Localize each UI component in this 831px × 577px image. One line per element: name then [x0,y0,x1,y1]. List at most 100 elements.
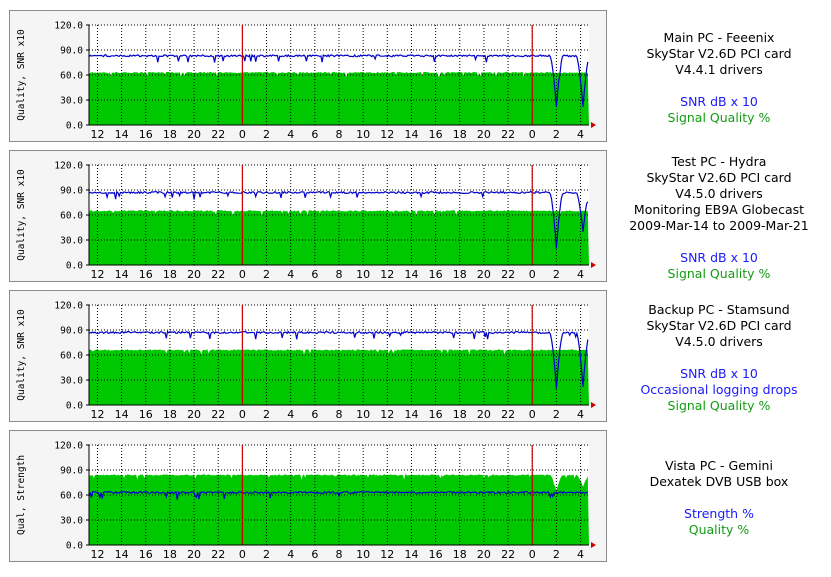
x-tick-label: 14 [404,548,418,561]
y-tick-label: 0.0 [66,261,83,272]
x-tick-label: 20 [187,548,201,561]
x-tick-label: 0 [239,548,246,561]
x-tick-label: 4 [287,408,294,421]
x-tick-label: 8 [336,268,343,281]
x-tick-label: 4 [287,268,294,281]
x-tick-label: 18 [163,408,177,421]
x-tick-label: 20 [187,128,201,141]
legend-gap [612,490,826,506]
x-tick-label: 4 [287,548,294,561]
y-tick-label: 120.0 [54,441,83,452]
x-tick-label: 6 [311,268,318,281]
x-tick-label: 0 [529,408,536,421]
y-tick-label: 90.0 [60,466,83,477]
y-tick-label: 30.0 [60,96,83,107]
chart-panel-3: 0.0 30.0 60.0 90.0 120.0 12 14 16 18 20 22 0 2 4 6 8 10 1… [9,290,607,422]
x-tick-label: 20 [477,408,491,421]
x-tick-label: 16 [429,408,443,421]
legend-line: 2009-Mar-14 to 2009-Mar-21 [629,218,809,233]
legend-series-label: SNR dB x 10 [680,250,758,265]
series-line-snr-db-x-10 [88,330,589,389]
x-tick-label: 22 [211,548,225,561]
x-tick-label: 22 [211,268,225,281]
y-tick-label: 0.0 [66,121,83,132]
x-tick-label: 4 [287,128,294,141]
x-tick-label: 0 [239,408,246,421]
chart-panel-2: 0.0 30.0 60.0 90.0 120.0 12 14 16 18 20 22 0 2 4 6 8 10 1… [9,150,607,282]
x-tick-label: 2 [553,128,560,141]
chart-panel-1: 0.0 30.0 60.0 90.0 120.0 12 14 16 18 20 22 0 2 4 6 8 10 1… [9,10,607,142]
y-tick-label: 60.0 [60,491,83,502]
x-tick-label: 22 [211,408,225,421]
x-axis-arrow-icon [591,402,596,408]
x-tick-label: 18 [453,128,467,141]
x-tick-label: 16 [429,548,443,561]
x-tick-label: 2 [553,268,560,281]
series-line-snr-db-x-10 [88,190,589,249]
x-tick-label: 18 [163,548,177,561]
x-tick-label: 2 [263,268,270,281]
legend-gap [612,234,826,250]
y-tick-label: 60.0 [60,351,83,362]
y-tick-label: 60.0 [60,71,83,82]
x-tick-label: 22 [211,128,225,141]
x-tick-label: 2 [553,548,560,561]
x-tick-label: 16 [139,408,153,421]
legend-line: SkyStar V2.6D PCI card [646,170,792,185]
series-line-strength- [88,490,588,500]
y-tick-label: 0.0 [66,541,83,552]
x-tick-label: 16 [139,128,153,141]
x-axis-arrow-icon [591,542,596,548]
legend-series-label: Signal Quality % [667,266,771,281]
y-axis-title: Quality, SNR x10 [16,29,27,121]
x-tick-label: 22 [501,268,515,281]
x-tick-label: 2 [553,408,560,421]
legend-2: Test PC - Hydra SkyStar V2.6D PCI card V4.… [612,154,826,282]
x-tick-label: 14 [115,128,129,141]
x-tick-label: 18 [163,268,177,281]
x-tick-label: 8 [336,408,343,421]
x-tick-label: 0 [239,128,246,141]
legend-series-label: Signal Quality % [667,110,771,125]
y-tick-label: 0.0 [66,401,83,412]
x-tick-label: 22 [501,408,515,421]
legend-line: V4.4.1 drivers [675,62,763,77]
x-tick-label: 4 [577,408,584,421]
legend-line: Monitoring EB9A Globecast [633,202,805,217]
y-tick-label: 60.0 [60,211,83,222]
x-tick-label: 16 [139,548,153,561]
x-axis-arrow-icon [591,262,596,268]
y-tick-label: 30.0 [60,236,83,247]
legend-series-label: SNR dB x 10 [680,366,758,381]
x-tick-label: 20 [477,548,491,561]
x-tick-label: 0 [239,268,246,281]
x-tick-label: 20 [477,268,491,281]
x-tick-label: 22 [501,548,515,561]
chart-panel-4: 0.0 30.0 60.0 90.0 120.0 12 14 16 18 20 22 0 2 4 6 8 10 1… [9,430,607,562]
y-tick-label: 90.0 [60,186,83,197]
legend-series-label: SNR dB x 10 [680,94,758,109]
x-tick-label: 16 [429,128,443,141]
x-tick-label: 4 [577,128,584,141]
series-line-snr-db-x-10 [88,53,589,107]
x-tick-label: 12 [90,128,104,141]
x-tick-label: 12 [380,128,394,141]
x-tick-label: 2 [263,548,270,561]
x-tick-label: 22 [501,128,515,141]
y-tick-label: 120.0 [54,161,83,172]
y-tick-label: 120.0 [54,21,83,32]
y-axis-title: Quality, SNR x10 [16,309,27,401]
y-tick-label: 90.0 [60,46,83,57]
x-tick-label: 20 [187,408,201,421]
legend-series-label: Strength % [684,506,754,521]
y-tick-label: 30.0 [60,376,83,387]
x-tick-label: 12 [380,548,394,561]
legend-line: Main PC - Feeenix [663,30,775,45]
series-area-signal-quality- [89,71,589,125]
x-tick-label: 6 [311,408,318,421]
x-tick-label: 0 [529,128,536,141]
x-tick-label: 18 [453,408,467,421]
